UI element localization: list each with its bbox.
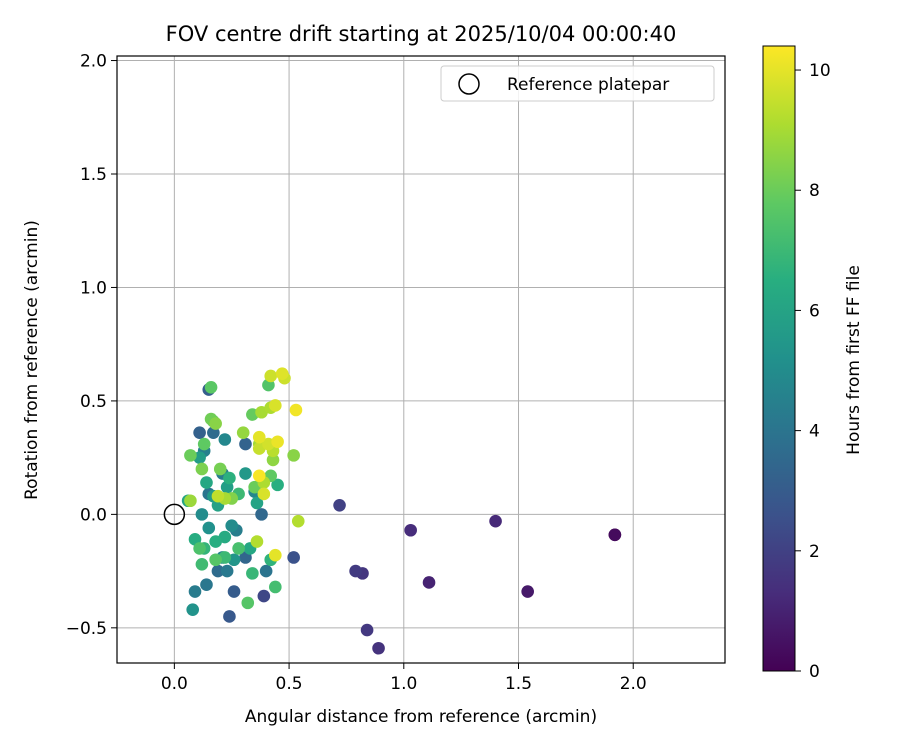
x-axis-label: Angular distance from reference (arcmin) [245,707,597,727]
data-point [197,437,211,451]
data-point [223,471,236,485]
data-points [181,367,622,655]
data-point [186,603,200,616]
data-point [269,399,282,412]
data-point [209,417,222,430]
gridlines [117,56,725,663]
colorbar-tick-label: 8 [809,181,820,201]
data-point [200,476,213,489]
data-point [287,449,300,462]
data-point [195,462,209,476]
chart-title: FOV centre drift starting at 2025/10/04 … [166,22,677,46]
y-axis: −0.5 0.0 0.5 1.0 1.5 2.0 [66,52,117,639]
data-point [250,535,264,548]
data-point [257,589,271,603]
data-point [213,462,227,476]
data-point [521,585,534,598]
data-point [218,433,232,446]
data-point [255,508,268,521]
data-point [184,494,197,508]
data-point [241,596,255,610]
data-point [246,567,259,580]
y-tick-label: 1.5 [80,165,107,185]
data-point [225,519,239,533]
data-point [202,521,216,535]
data-point [211,489,225,503]
data-point [257,487,271,501]
reference-platepar-marker [163,503,186,526]
data-point [266,453,280,467]
data-point [209,535,222,548]
data-point [422,576,436,589]
y-tick-label: 0.0 [80,505,107,525]
legend-label-reference: Reference platepar [507,75,669,95]
y-tick-label: 0.5 [80,392,107,412]
colorbar: 0 2 4 6 8 10 Hours from first FF file [762,45,864,682]
data-point [239,467,252,480]
data-point [195,557,209,571]
colorbar-ticks: 0 2 4 6 8 10 [795,61,831,682]
data-point [204,380,218,394]
data-point [291,514,305,528]
x-axis: 0.0 0.5 1.0 1.5 2.0 [161,663,647,694]
data-point [220,564,234,578]
data-point [184,449,197,462]
data-point [223,610,236,623]
colorbar-gradient [762,45,796,672]
x-tick-label: 2.0 [620,674,647,694]
colorbar-tick-label: 6 [809,301,820,321]
data-point [200,578,213,592]
data-point [271,435,284,449]
y-axis-label: Rotation from reference (arcmin) [22,220,42,500]
plot-frame [116,55,726,664]
legend-marker-reference [458,73,480,95]
colorbar-tick-label: 0 [809,662,820,682]
data-point [404,523,417,537]
data-point [349,564,362,578]
legend: Reference platepar [440,65,715,102]
data-point [252,469,266,483]
data-point [232,542,245,555]
y-tick-label: 2.0 [80,52,107,72]
data-point [275,367,289,380]
data-point [209,553,222,567]
data-point [287,551,300,564]
data-point [239,437,252,451]
y-tick-label: −0.5 [66,619,107,639]
colorbar-tick-label: 4 [809,422,820,442]
data-point [264,369,278,383]
x-tick-label: 1.0 [390,674,417,694]
data-point [252,430,266,444]
data-point [259,564,273,578]
data-point [193,426,206,439]
y-tick-label: 1.0 [80,278,107,298]
data-point [188,585,202,598]
data-point [236,426,250,439]
x-tick-label: 0.0 [161,674,188,694]
data-point [227,585,241,598]
data-point [193,542,206,555]
data-point [269,580,282,594]
data-point [289,403,303,417]
data-point [195,508,209,521]
colorbar-label: Hours from first FF file [844,265,864,455]
data-point [360,623,374,637]
legend-box [440,65,715,102]
data-point [211,564,225,578]
data-point [608,528,622,542]
data-point [269,548,282,562]
data-point [489,514,502,528]
colorbar-tick-label: 10 [809,61,831,81]
colorbar-tick-label: 2 [809,542,820,562]
data-point [333,498,346,512]
x-tick-label: 0.5 [276,674,303,694]
data-point [271,478,284,492]
data-point [250,496,264,510]
x-tick-label: 1.5 [505,674,532,694]
data-point [372,641,385,655]
